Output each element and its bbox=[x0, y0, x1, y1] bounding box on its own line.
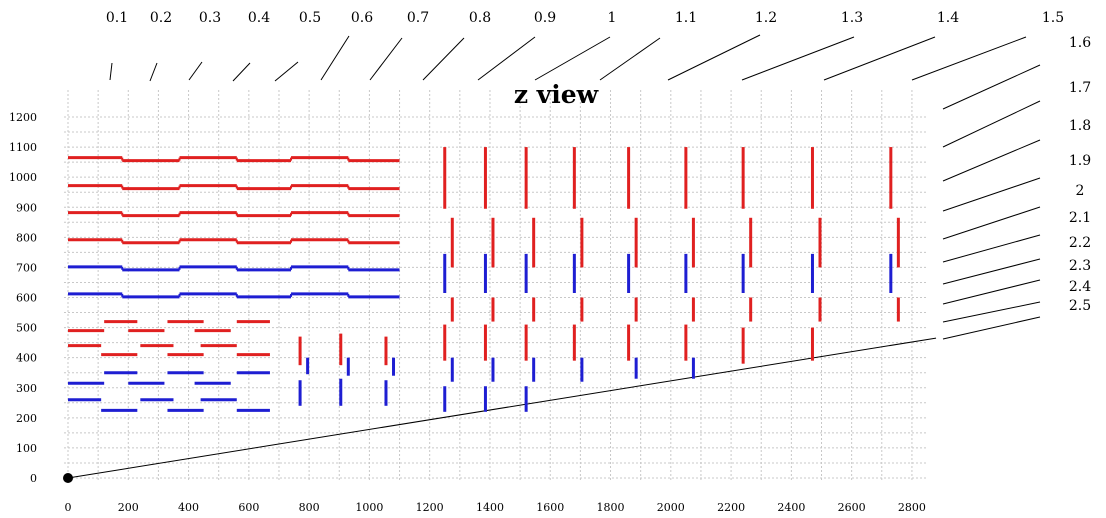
origin-point bbox=[63, 473, 73, 483]
x-tick-label: 2400 bbox=[777, 501, 805, 514]
eta-line bbox=[942, 258, 1041, 285]
eta-label: 0.7 bbox=[407, 10, 429, 26]
eta-label: 1.9 bbox=[1069, 153, 1091, 169]
eta-label: 1.8 bbox=[1069, 118, 1091, 134]
eta-label: 1.2 bbox=[755, 10, 777, 26]
eta-line bbox=[109, 62, 113, 81]
eta-label: 2.2 bbox=[1069, 235, 1091, 251]
eta-line bbox=[942, 301, 1041, 323]
axis-ticks: 0 200 400 600 800 1000 1200 1400 1600 1800 2000 220… bbox=[9, 111, 926, 514]
eta-lines: 0.1 0.2 0.3 0.4 0.5 0.6 0.7 0.8 0.9 1 1.1 1.2 1.3 1.4… bbox=[63, 10, 1091, 483]
x-tick-label: 1800 bbox=[597, 501, 625, 514]
y-tick-label: 700 bbox=[16, 261, 37, 274]
eta-line bbox=[942, 206, 1041, 240]
x-tick-label: 2800 bbox=[898, 501, 926, 514]
x-tick-label: 2600 bbox=[838, 501, 866, 514]
y-tick-label: 400 bbox=[16, 352, 37, 365]
eta-line bbox=[942, 139, 1041, 182]
eta-label: 0.6 bbox=[351, 10, 373, 26]
x-tick-label: 1000 bbox=[355, 501, 383, 514]
eta-label: 2 bbox=[1076, 183, 1085, 199]
y-tick-label: 0 bbox=[30, 472, 37, 485]
x-tick-label: 600 bbox=[238, 501, 259, 514]
eta-label: 1.6 bbox=[1069, 35, 1091, 51]
x-tick-label: 1200 bbox=[416, 501, 444, 514]
chart-title: z view bbox=[514, 80, 600, 109]
eta-line bbox=[188, 61, 203, 81]
eta-label: 0.4 bbox=[248, 10, 270, 26]
eta-line bbox=[149, 62, 158, 82]
x-tick-label: 800 bbox=[299, 501, 320, 514]
eta-label: 2.1 bbox=[1069, 210, 1091, 226]
eta-line bbox=[741, 36, 855, 81]
y-tick-label: 200 bbox=[16, 412, 37, 425]
eta-label: 0.8 bbox=[469, 10, 491, 26]
eta-line bbox=[942, 234, 1041, 263]
eta-line bbox=[599, 37, 661, 81]
eta-line bbox=[274, 61, 299, 82]
detector-modules bbox=[68, 147, 900, 412]
eta-line bbox=[823, 36, 936, 81]
x-tick-label: 200 bbox=[118, 501, 139, 514]
eta-line bbox=[534, 36, 611, 81]
y-tick-label: 600 bbox=[16, 292, 37, 305]
eta-label: 2.4 bbox=[1069, 279, 1091, 295]
eta-label: 0.3 bbox=[199, 10, 221, 26]
y-tick-label: 500 bbox=[16, 322, 37, 335]
eta-line bbox=[942, 100, 1041, 148]
eta-label: 0.5 bbox=[299, 10, 321, 26]
x-tick-label: 400 bbox=[178, 501, 199, 514]
x-tick-label: 1400 bbox=[476, 501, 504, 514]
eta-label: 0.1 bbox=[106, 10, 128, 26]
x-tick-label: 2000 bbox=[657, 501, 685, 514]
y-tick-label: 1000 bbox=[9, 171, 37, 184]
eta-label: 0.2 bbox=[150, 10, 172, 26]
eta-label: 1 bbox=[608, 10, 617, 26]
y-tick-label: 800 bbox=[16, 231, 37, 244]
eta-label: 2.3 bbox=[1069, 258, 1091, 274]
eta-line bbox=[942, 316, 1041, 340]
eta-label: 1.1 bbox=[675, 10, 697, 26]
eta-line bbox=[942, 279, 1041, 305]
y-tick-label: 1200 bbox=[9, 111, 37, 124]
eta-label: 0.9 bbox=[534, 10, 556, 26]
eta-line bbox=[942, 177, 1041, 212]
reference-line bbox=[67, 337, 937, 479]
grid bbox=[64, 90, 927, 482]
y-tick-label: 1100 bbox=[9, 141, 37, 154]
y-tick-label: 900 bbox=[16, 201, 37, 214]
eta-line bbox=[320, 35, 350, 81]
eta-line bbox=[942, 64, 1041, 110]
x-tick-label: 0 bbox=[65, 501, 72, 514]
y-tick-label: 300 bbox=[16, 382, 37, 395]
eta-label: 1.3 bbox=[841, 10, 863, 26]
y-tick-label: 100 bbox=[16, 442, 37, 455]
eta-line bbox=[232, 62, 251, 82]
eta-line bbox=[477, 36, 536, 81]
eta-line bbox=[911, 36, 1027, 81]
eta-line bbox=[667, 34, 761, 81]
x-tick-label: 2200 bbox=[717, 501, 745, 514]
eta-label: 1.7 bbox=[1069, 80, 1091, 96]
x-tick-label: 1600 bbox=[536, 501, 564, 514]
eta-label: 1.4 bbox=[937, 10, 959, 26]
eta-label: 1.5 bbox=[1042, 10, 1064, 26]
eta-label: 2.5 bbox=[1069, 298, 1091, 314]
eta-line bbox=[422, 37, 465, 81]
eta-line bbox=[369, 37, 403, 81]
